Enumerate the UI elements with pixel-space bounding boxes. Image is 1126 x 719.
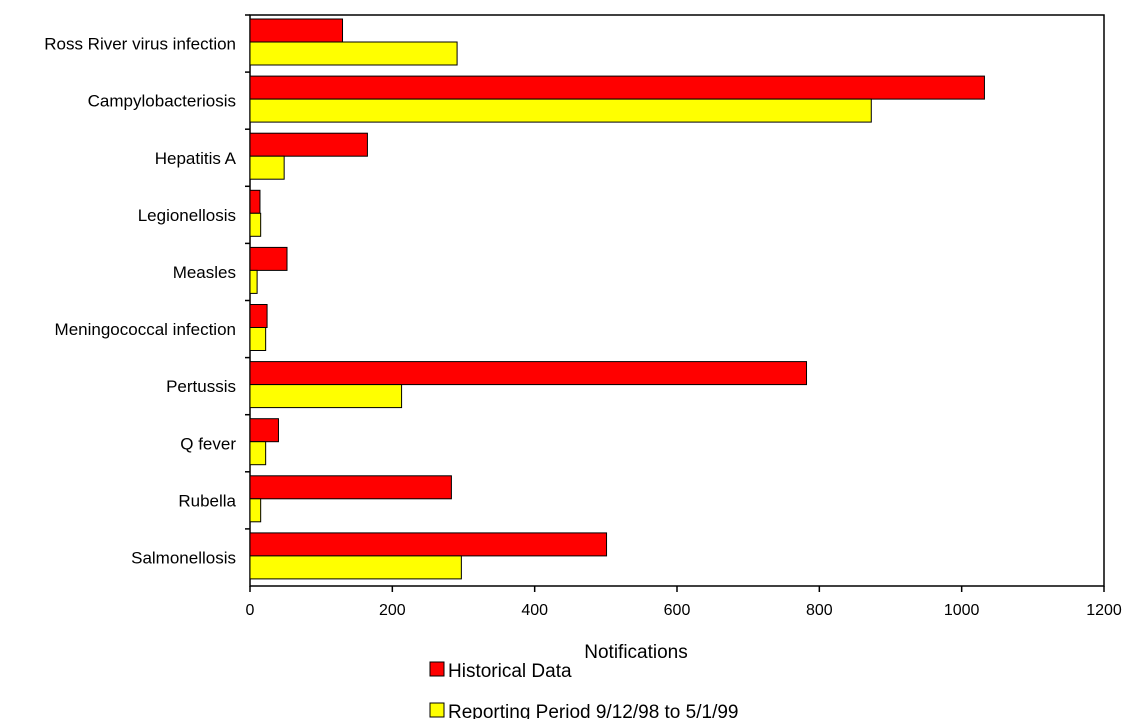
legend-label-reporting-period: Reporting Period 9/12/98 to 5/1/99 bbox=[448, 702, 738, 719]
bar-reporting-period bbox=[249, 327, 267, 351]
bar-reporting-period bbox=[249, 555, 462, 580]
x-tick-label: 200 bbox=[379, 602, 406, 619]
bar-reporting-period bbox=[249, 98, 872, 123]
category-label: Measles bbox=[173, 263, 236, 282]
category-label: Rubella bbox=[178, 491, 236, 510]
x-tick-label: 0 bbox=[246, 602, 255, 619]
bar-historical bbox=[249, 418, 279, 443]
bar-reporting-period bbox=[249, 384, 403, 409]
category-label: Legionellosis bbox=[138, 206, 236, 225]
bar-reporting-period bbox=[249, 498, 262, 523]
bar-historical bbox=[249, 132, 368, 157]
category-label: Pertussis bbox=[166, 377, 236, 396]
x-axis-title: Notifications bbox=[584, 642, 688, 663]
legend: Historical Data Reporting Period 9/12/98… bbox=[429, 661, 738, 719]
bar-reporting-period bbox=[249, 155, 285, 180]
bar-historical bbox=[249, 361, 808, 386]
bars bbox=[249, 18, 985, 580]
legend-swatch-historical bbox=[429, 661, 445, 677]
bar-reporting-period bbox=[249, 41, 458, 66]
category-label: Hepatitis A bbox=[155, 149, 237, 168]
x-tick-label: 400 bbox=[521, 602, 548, 619]
bar-reporting-period bbox=[249, 269, 258, 294]
bar-historical bbox=[249, 75, 985, 100]
bar-historical bbox=[249, 532, 608, 557]
x-axis-ticks: 0 200 400 600 800 1000 1200 bbox=[246, 586, 1122, 619]
bar-reporting-period bbox=[249, 212, 262, 237]
bar-historical bbox=[249, 304, 268, 328]
x-tick-label: 1200 bbox=[1086, 602, 1122, 619]
bar-historical bbox=[249, 189, 261, 214]
category-label: Q fever bbox=[180, 434, 236, 453]
bar-historical bbox=[249, 18, 344, 43]
category-label: Ross River virus infection bbox=[44, 35, 236, 54]
bar-historical bbox=[249, 475, 452, 500]
bar-historical bbox=[249, 246, 288, 271]
x-tick-label: 1000 bbox=[944, 602, 980, 619]
x-tick-label: 800 bbox=[806, 602, 833, 619]
category-labels: Ross River virus infection Campylobacteri… bbox=[44, 14, 250, 567]
legend-swatch-reporting-period bbox=[429, 702, 445, 718]
category-label: Meningococcal infection bbox=[55, 320, 236, 339]
category-label: Salmonellosis bbox=[131, 548, 236, 567]
x-tick-label: 600 bbox=[664, 602, 691, 619]
legend-label-historical: Historical Data bbox=[448, 661, 572, 682]
category-label: Campylobacteriosis bbox=[88, 92, 236, 111]
bar-reporting-period bbox=[249, 441, 267, 466]
